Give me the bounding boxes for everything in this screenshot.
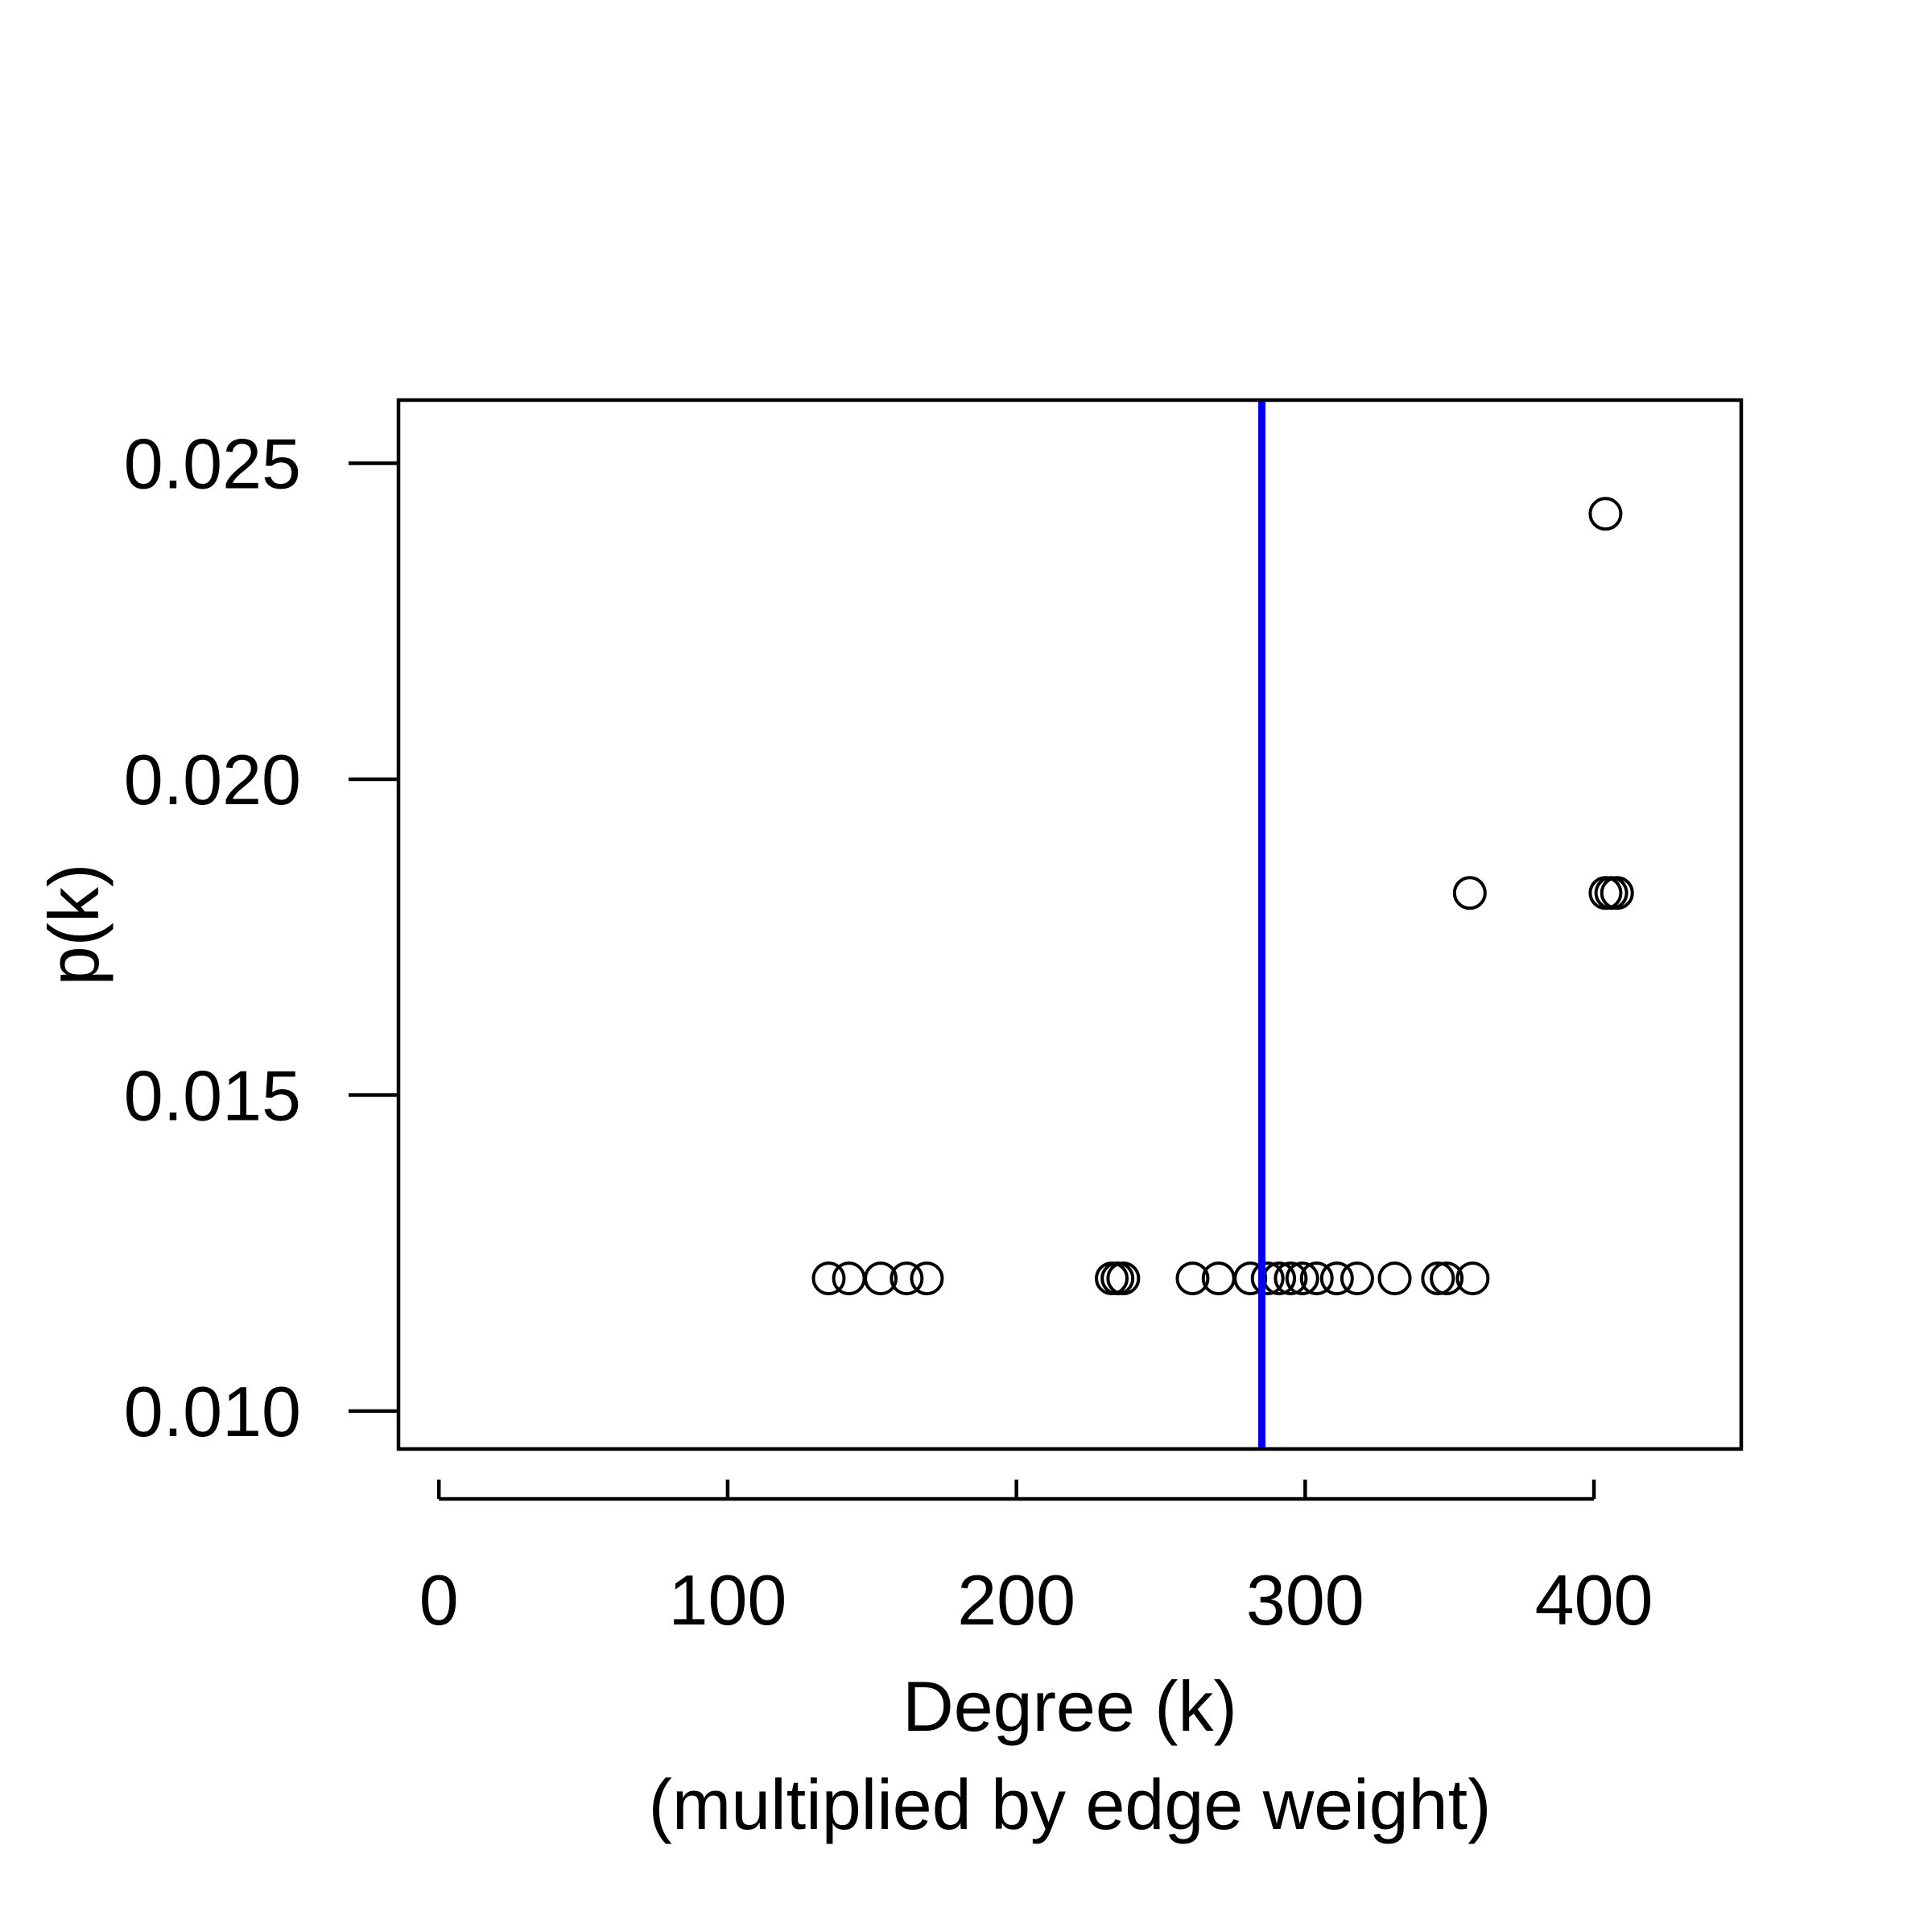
data-point (1274, 1261, 1308, 1296)
data-point (1250, 1261, 1285, 1296)
data-point (1233, 1261, 1268, 1296)
data-point (1319, 1261, 1354, 1296)
axis-ticks: 0 100 200 300 400 0.010 0.015 0.020 0.025 (124, 423, 1653, 1640)
x-tick-label: 300 (1246, 1560, 1364, 1640)
data-point (864, 1261, 898, 1296)
x-axis-label: Degree (k) (902, 1666, 1237, 1746)
data-point (1430, 1261, 1464, 1296)
x-tick-label: 400 (1535, 1560, 1653, 1640)
data-point (1285, 1261, 1319, 1296)
y-tick-label: 0.020 (124, 740, 301, 819)
data-point (1421, 1261, 1455, 1296)
x-tick-label: 200 (957, 1560, 1075, 1640)
data-marks (811, 497, 1634, 1296)
data-point (1175, 1261, 1210, 1296)
plot-frame (396, 398, 1744, 1451)
data-point (1600, 876, 1634, 910)
data-point (1455, 1261, 1490, 1296)
data-point (1299, 1261, 1334, 1296)
data-point (811, 1261, 846, 1296)
x-tick-label: 100 (669, 1560, 787, 1640)
y-tick-label: 0.025 (124, 423, 301, 503)
data-point (1106, 1261, 1141, 1296)
data-point (910, 1261, 944, 1296)
data-point (1452, 876, 1487, 910)
data-point (1588, 497, 1623, 531)
data-point (890, 1261, 924, 1296)
y-tick-label: 0.015 (124, 1055, 301, 1135)
y-axis-label: p(k) (34, 864, 114, 986)
x-axis-sublabel: (multiplied by edge weight) (649, 1765, 1492, 1844)
data-point (1377, 1261, 1412, 1296)
x-tick-label: 0 (419, 1560, 459, 1640)
data-point (1340, 1261, 1374, 1296)
y-tick-label: 0.010 (124, 1372, 301, 1451)
